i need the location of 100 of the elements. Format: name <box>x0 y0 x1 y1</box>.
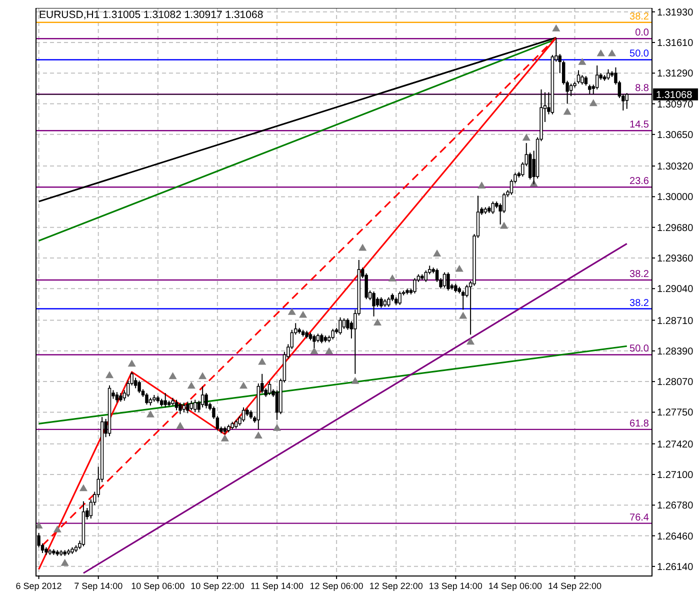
point <box>105 371 114 378</box>
annotation: 0.0 <box>635 28 650 39</box>
candlestick <box>182 402 186 413</box>
x-tick-label: 13 Sep 14:00 <box>428 581 482 591</box>
annotation: 50.0 <box>630 48 650 60</box>
y-tick-label: 1.27750 <box>657 408 694 419</box>
point <box>478 182 486 188</box>
candlestick <box>424 270 428 282</box>
y-tick-label: 1.27420 <box>657 439 694 450</box>
y-tick-label: 1.30000 <box>657 192 694 204</box>
point <box>299 310 308 318</box>
point <box>310 347 318 354</box>
candlestick <box>178 402 182 415</box>
candlestick <box>138 380 141 394</box>
x-tick-label: 14 Sep 06:00 <box>488 581 542 591</box>
y-tick-label: 1.30650 <box>657 130 694 141</box>
candlestick <box>145 392 148 406</box>
candlestick <box>376 296 380 308</box>
candlestick <box>387 296 390 308</box>
candlestick <box>164 392 167 408</box>
y-tick-label: 1.28070 <box>657 377 694 388</box>
point <box>608 49 616 56</box>
annotation: 8.8 <box>635 83 650 94</box>
candlestick <box>576 70 580 84</box>
candlestick <box>331 328 334 340</box>
point <box>388 274 396 282</box>
candlestick <box>491 200 494 214</box>
y-tick-label: 1.31290 <box>657 68 694 80</box>
point <box>522 134 530 141</box>
point <box>288 308 296 315</box>
point <box>351 376 360 384</box>
candlestick <box>446 272 450 292</box>
candlestick <box>115 392 119 404</box>
point <box>459 312 468 319</box>
annotation: 23.6 <box>630 176 650 188</box>
point <box>272 424 282 431</box>
x-tick-label: 10 Sep 22:00 <box>190 581 244 591</box>
candlestick <box>380 296 383 308</box>
candlestick <box>174 399 178 411</box>
point <box>433 250 442 256</box>
x-tick-label: 10 Sep 06:00 <box>131 581 185 591</box>
point <box>589 99 598 106</box>
candlestick <box>580 74 584 86</box>
x-tick-label: 14 Sep 22:00 <box>548 581 602 591</box>
point <box>60 558 69 566</box>
candlestick <box>338 316 342 336</box>
candlestick <box>312 334 316 349</box>
point <box>187 382 196 389</box>
candlestick <box>372 291 376 317</box>
point <box>254 432 262 438</box>
candlestick <box>413 278 416 294</box>
y-tick-label: 1.30970 <box>657 99 694 110</box>
point <box>176 422 184 429</box>
y-tick-label: 1.28710 <box>657 316 694 327</box>
y-tick-label: 1.26140 <box>657 562 694 573</box>
x-tick-label: 7 Sep 14:00 <box>74 581 123 591</box>
point <box>466 338 475 345</box>
point <box>455 264 464 272</box>
annotation: 38.2 <box>630 11 650 22</box>
candlestick <box>190 400 194 411</box>
annotation: 76.4 <box>630 512 650 524</box>
y-tick-label: 1.29680 <box>657 222 694 234</box>
candlestick <box>461 290 465 310</box>
annotation: 38.2 <box>630 298 650 309</box>
annotation: 38.2 <box>630 269 650 280</box>
point <box>146 410 154 418</box>
point <box>220 434 229 442</box>
annotation: 50.0 <box>630 344 650 355</box>
x-tick-label: 6 Sep 2012 <box>16 581 62 591</box>
point <box>578 58 586 65</box>
candlestick <box>584 76 588 86</box>
y-tick-label: 1.31610 <box>657 38 694 49</box>
y-tick-label: 1.28390 <box>657 346 694 358</box>
point <box>500 222 508 229</box>
annotation: 61.8 <box>630 418 650 430</box>
candlestick <box>242 406 246 422</box>
point <box>325 347 334 354</box>
x-tick-label: 12 Sep 06:00 <box>310 581 364 591</box>
y-tick-label: 1.29040 <box>657 284 694 296</box>
candlestick <box>442 272 446 288</box>
candlestick <box>186 401 190 414</box>
candlestick <box>342 318 346 330</box>
chart-title: EURUSD,H1 1.31005 1.31082 1.30917 1.31068 <box>39 9 264 21</box>
y-tick-label: 1.26460 <box>657 531 694 542</box>
y-tick-label: 1.31930 <box>657 7 694 18</box>
point <box>128 360 136 367</box>
point <box>36 522 43 529</box>
candlestick <box>398 291 402 306</box>
x-tick-label: 11 Sep 14:00 <box>250 581 304 591</box>
x-tick-label: 12 Sep 22:00 <box>369 581 423 591</box>
point <box>373 318 382 326</box>
annotation: 14.5 <box>630 120 650 131</box>
point <box>596 49 605 56</box>
point <box>563 108 572 115</box>
candlestick <box>595 64 599 90</box>
y-tick-label: 1.27100 <box>657 470 694 481</box>
point <box>198 372 207 380</box>
point <box>358 244 367 251</box>
candlestick <box>268 381 272 396</box>
candlestick <box>606 68 610 80</box>
